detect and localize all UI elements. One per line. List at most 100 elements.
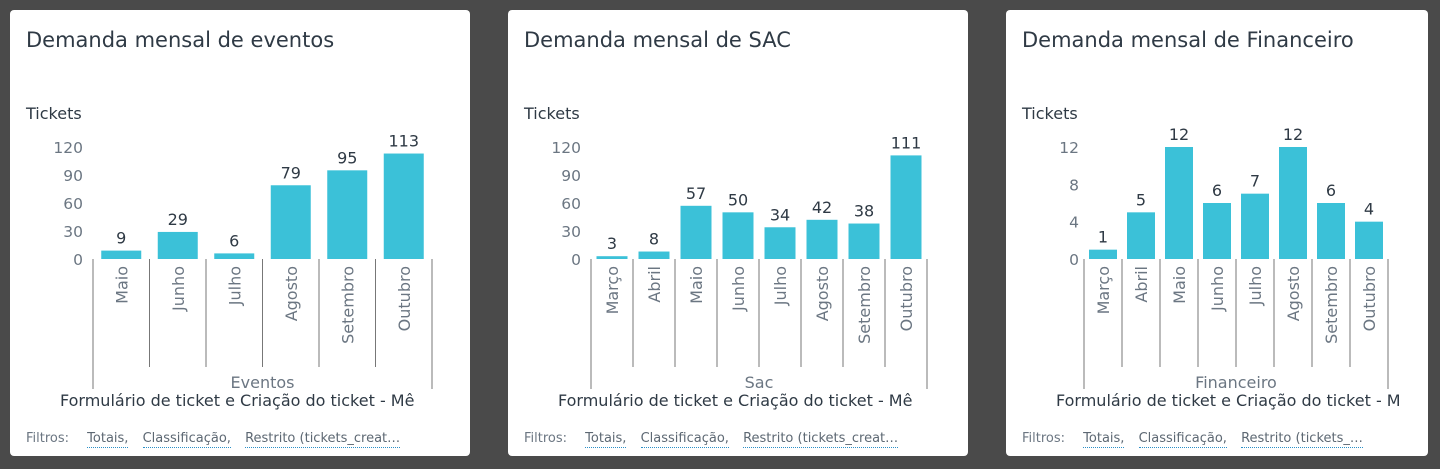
y-tick-label: 4 xyxy=(1069,214,1079,232)
x-axis-title: Formulário de ticket e Criação do ticket… xyxy=(1056,391,1401,410)
x-tick-label: Junho xyxy=(729,266,748,312)
data-label: 111 xyxy=(891,133,922,152)
y-tick-label: 0 xyxy=(1069,251,1079,269)
x-group-label: Sac xyxy=(745,373,774,392)
card-title: Demanda mensal de SAC xyxy=(524,28,791,52)
filter-classificacao[interactable]: Classificação, xyxy=(142,431,231,448)
data-label: 9 xyxy=(116,229,126,248)
x-tick-label: Junho xyxy=(169,266,188,312)
bar-junho xyxy=(722,212,754,259)
chart-card-eventos: Demanda mensal de eventos Tickets 0 30 60 90… xyxy=(10,10,470,456)
bar-abril xyxy=(1127,212,1155,259)
bar-julho xyxy=(1241,193,1269,259)
y-tick-label: 12 xyxy=(1059,139,1079,157)
x-tick-label: Outubro xyxy=(1360,266,1379,331)
data-label: 38 xyxy=(854,202,874,221)
x-tick-label: Março xyxy=(1094,266,1113,314)
data-label: 3 xyxy=(607,234,617,253)
x-axis-title: Formulário de ticket e Criação do ticket… xyxy=(60,391,414,410)
bar-julho xyxy=(764,227,796,259)
data-label: 6 xyxy=(1212,181,1222,200)
bar-outubro xyxy=(890,155,922,259)
filters-label: Filtros: xyxy=(524,431,568,446)
x-tick-label: Agosto xyxy=(282,266,301,321)
bar-chart: Tickets 0 30 60 90 120 9 Maio 29 Junho 6 Julho 79 Ago… xyxy=(25,104,433,410)
bar-chart: Tickets 0 4 8 12 1 Março 5 Abril 12 Maio 6 Junho 7 Jul… xyxy=(1021,104,1401,410)
data-label: 6 xyxy=(229,231,239,250)
bar-outubro xyxy=(1355,221,1383,259)
filter-restrito[interactable]: Restrito (tickets_… xyxy=(1241,431,1363,448)
bar-agosto xyxy=(1279,147,1307,259)
chart-card-sac: Demanda mensal de SAC Tickets 0 30 60 90 120 3… xyxy=(508,10,968,456)
data-label: 7 xyxy=(1250,172,1260,191)
bar-marco xyxy=(1089,249,1117,259)
x-tick-label: Maio xyxy=(112,266,131,304)
filter-classificacao[interactable]: Classificação, xyxy=(1138,431,1227,448)
filter-totais[interactable]: Totais, xyxy=(1083,431,1125,448)
x-tick-label: Abril xyxy=(1132,266,1151,303)
filters-bar: Filtros: Totais, Classificação, Restrito… xyxy=(26,431,466,448)
bar-setembro xyxy=(1317,203,1345,259)
filter-restrito[interactable]: Restrito (tickets_creat… xyxy=(743,431,899,448)
bar-junho xyxy=(157,231,198,259)
y-axis-title: Tickets xyxy=(523,104,580,123)
data-label: 8 xyxy=(649,230,659,249)
data-label: 1 xyxy=(1098,228,1108,247)
x-tick-label: Setembro xyxy=(338,266,357,344)
y-tick-label: 120 xyxy=(551,139,581,157)
y-tick-label: 8 xyxy=(1069,176,1079,194)
y-tick-label: 60 xyxy=(561,195,581,213)
data-label: 6 xyxy=(1326,181,1336,200)
x-tick-label: Outubro xyxy=(897,266,916,331)
x-axis-title: Formulário de ticket e Criação do ticket… xyxy=(558,391,912,410)
filters-label: Filtros: xyxy=(1022,431,1066,446)
bar-maio xyxy=(101,250,142,259)
y-tick-label: 90 xyxy=(561,167,581,185)
bar-marco xyxy=(596,256,628,259)
y-tick-label: 60 xyxy=(63,195,83,213)
bar-setembro xyxy=(848,223,880,259)
bar-chart: Tickets 0 30 60 90 120 3 Março 8 Abril 57 Maio 50 Jun… xyxy=(523,104,928,410)
x-tick-label: Outubro xyxy=(395,266,414,331)
x-tick-label: Julho xyxy=(225,266,244,306)
filter-totais[interactable]: Totais, xyxy=(87,431,129,448)
y-tick-label: 0 xyxy=(73,251,83,269)
y-tick-label: 30 xyxy=(63,223,83,241)
y-tick-label: 120 xyxy=(53,139,83,157)
data-label: 29 xyxy=(168,210,188,229)
y-tick-label: 0 xyxy=(571,251,581,269)
data-label: 57 xyxy=(686,184,706,203)
x-tick-label: Maio xyxy=(687,266,706,304)
filter-totais[interactable]: Totais, xyxy=(585,431,627,448)
bar-abril xyxy=(638,251,670,259)
card-title: Demanda mensal de eventos xyxy=(26,28,335,52)
bar-agosto xyxy=(806,219,838,259)
data-label: 79 xyxy=(281,163,301,182)
data-label: 95 xyxy=(337,148,357,167)
bar-maio xyxy=(1165,147,1193,259)
filters-bar: Filtros: Totais, Classificação, Restrito… xyxy=(524,431,964,448)
x-tick-label: Julho xyxy=(1246,266,1265,306)
filter-classificacao[interactable]: Classificação, xyxy=(640,431,729,448)
data-label: 12 xyxy=(1169,125,1189,144)
bar-maio xyxy=(680,205,712,259)
bar-agosto xyxy=(270,185,311,259)
bar-junho xyxy=(1203,203,1231,259)
data-label: 42 xyxy=(812,198,832,217)
data-label: 4 xyxy=(1364,200,1374,219)
x-tick-label: Junho xyxy=(1208,266,1227,312)
x-tick-label: Setembro xyxy=(855,266,874,344)
x-tick-label: Julho xyxy=(771,266,790,306)
y-tick-label: 90 xyxy=(63,167,83,185)
x-group-label: Eventos xyxy=(231,373,295,392)
x-tick-label: Maio xyxy=(1170,266,1189,304)
filter-restrito[interactable]: Restrito (tickets_creat… xyxy=(245,431,401,448)
data-label: 50 xyxy=(728,190,748,209)
bar-setembro xyxy=(327,170,368,259)
x-tick-label: Setembro xyxy=(1322,266,1341,344)
data-label: 5 xyxy=(1136,190,1146,209)
x-tick-label: Abril xyxy=(645,266,664,303)
filters-bar: Filtros: Totais, Classificação, Restrito… xyxy=(1022,431,1422,448)
y-tick-label: 30 xyxy=(561,223,581,241)
y-axis-title: Tickets xyxy=(25,104,82,123)
